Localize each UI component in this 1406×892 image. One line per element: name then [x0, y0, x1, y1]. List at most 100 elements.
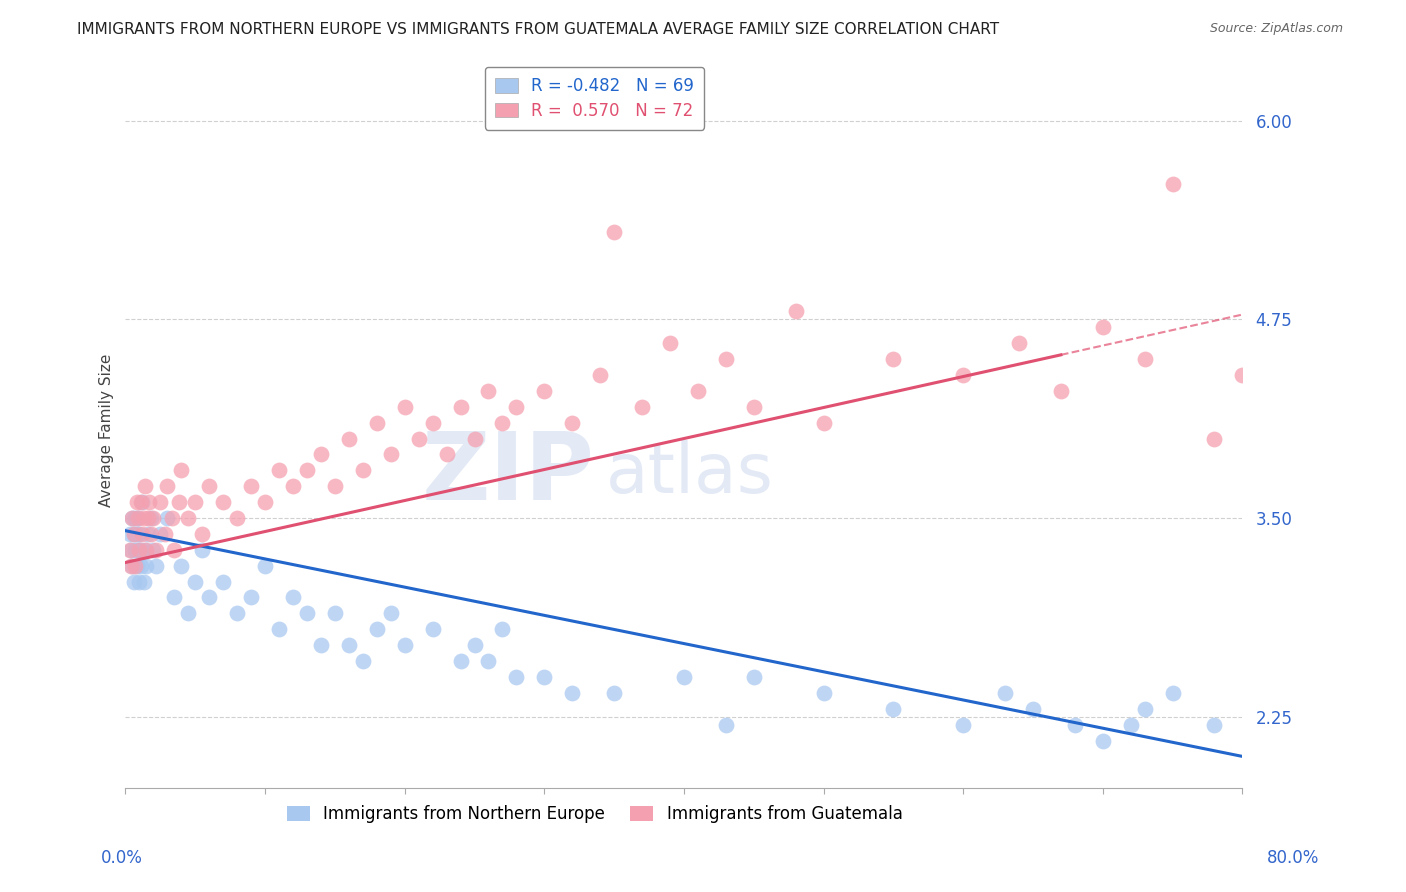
Text: IMMIGRANTS FROM NORTHERN EUROPE VS IMMIGRANTS FROM GUATEMALA AVERAGE FAMILY SIZE: IMMIGRANTS FROM NORTHERN EUROPE VS IMMIG…	[77, 22, 1000, 37]
Point	[882, 352, 904, 367]
Point	[589, 368, 612, 382]
Point	[127, 511, 149, 525]
Point	[156, 511, 179, 525]
Point	[127, 511, 149, 525]
Point	[121, 558, 143, 573]
Text: Source: ZipAtlas.com: Source: ZipAtlas.com	[1209, 22, 1343, 36]
Point	[952, 717, 974, 731]
Point	[1091, 320, 1114, 334]
Point	[309, 638, 332, 652]
Point	[463, 432, 485, 446]
Point	[120, 558, 142, 573]
Point	[1204, 432, 1226, 446]
Point	[125, 495, 148, 509]
Point	[134, 479, 156, 493]
Point	[226, 511, 249, 525]
Point	[352, 463, 374, 477]
Point	[281, 591, 304, 605]
Point	[380, 447, 402, 461]
Point	[136, 527, 159, 541]
Point	[127, 542, 149, 557]
Point	[505, 400, 527, 414]
Point	[491, 622, 513, 636]
Point	[1161, 686, 1184, 700]
Point	[134, 542, 156, 557]
Point	[145, 542, 167, 557]
Point	[1204, 717, 1226, 731]
Point	[533, 670, 555, 684]
Point	[952, 368, 974, 382]
Point	[125, 527, 148, 541]
Point	[254, 495, 277, 509]
Point	[184, 574, 207, 589]
Point	[128, 527, 150, 541]
Point	[1232, 368, 1254, 382]
Point	[394, 638, 416, 652]
Point	[408, 432, 430, 446]
Point	[240, 591, 263, 605]
Point	[1258, 384, 1281, 398]
Point	[198, 479, 221, 493]
Point	[1050, 384, 1073, 398]
Point	[124, 511, 146, 525]
Point	[226, 607, 249, 621]
Point	[120, 542, 142, 557]
Text: atlas: atlas	[606, 440, 773, 507]
Point	[142, 542, 165, 557]
Point	[1091, 733, 1114, 747]
Point	[659, 336, 682, 351]
Point	[603, 225, 626, 239]
Point	[422, 622, 444, 636]
Point	[136, 511, 159, 525]
Point	[603, 686, 626, 700]
Point	[198, 591, 221, 605]
Point	[129, 558, 152, 573]
Point	[337, 638, 360, 652]
Point	[240, 479, 263, 493]
Point	[128, 574, 150, 589]
Point	[295, 463, 318, 477]
Point	[309, 447, 332, 461]
Point	[191, 527, 214, 541]
Point	[191, 542, 214, 557]
Point	[135, 558, 157, 573]
Y-axis label: Average Family Size: Average Family Size	[100, 354, 114, 508]
Point	[135, 542, 157, 557]
Point	[422, 416, 444, 430]
Point	[139, 527, 162, 541]
Point	[813, 686, 835, 700]
Point	[785, 304, 807, 318]
Point	[267, 463, 290, 477]
Point	[281, 479, 304, 493]
Point	[184, 495, 207, 509]
Point	[380, 607, 402, 621]
Point	[1133, 702, 1156, 716]
Point	[1133, 352, 1156, 367]
Point	[177, 607, 200, 621]
Point	[121, 511, 143, 525]
Point	[561, 686, 583, 700]
Point	[1063, 717, 1085, 731]
Point	[212, 574, 235, 589]
Point	[561, 416, 583, 430]
Point	[212, 495, 235, 509]
Point	[337, 432, 360, 446]
Point	[491, 416, 513, 430]
Point	[118, 527, 141, 541]
Text: 0.0%: 0.0%	[101, 849, 143, 867]
Point	[149, 495, 172, 509]
Text: 80.0%: 80.0%	[1267, 849, 1319, 867]
Point	[631, 400, 654, 414]
Point	[131, 495, 153, 509]
Point	[149, 527, 172, 541]
Point	[714, 717, 737, 731]
Point	[436, 447, 458, 461]
Point	[477, 384, 499, 398]
Point	[131, 527, 153, 541]
Point	[813, 416, 835, 430]
Point	[118, 542, 141, 557]
Point	[129, 542, 152, 557]
Legend: Immigrants from Northern Europe, Immigrants from Guatemala: Immigrants from Northern Europe, Immigra…	[280, 798, 910, 830]
Point	[142, 511, 165, 525]
Point	[163, 591, 186, 605]
